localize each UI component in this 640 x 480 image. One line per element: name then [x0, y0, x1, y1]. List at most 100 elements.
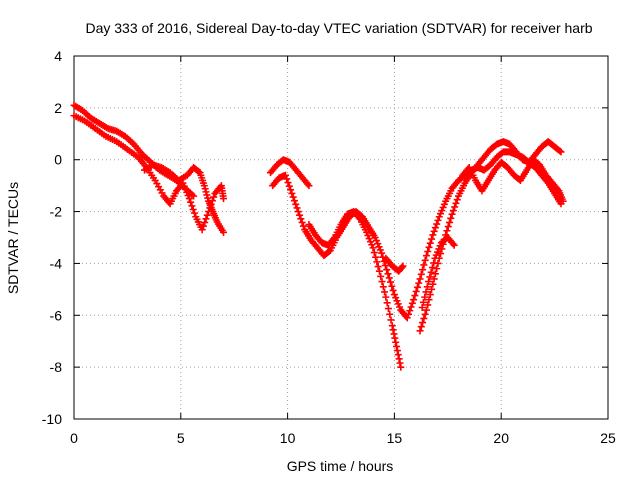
data-point — [294, 208, 302, 216]
data-point — [403, 314, 411, 322]
y-tick-label: 4 — [54, 48, 62, 64]
x-tick-label: 10 — [280, 430, 296, 446]
data-point — [451, 203, 459, 211]
data-point — [375, 267, 383, 275]
data-point — [188, 202, 196, 210]
data-point — [370, 249, 378, 257]
data-point — [420, 314, 428, 322]
data-point — [407, 303, 415, 311]
data-point — [422, 306, 430, 314]
data-point — [448, 210, 456, 218]
data-point — [388, 322, 396, 330]
y-tick-label: -8 — [50, 359, 63, 375]
data-point — [202, 215, 210, 223]
data-point — [296, 211, 304, 219]
data-point — [430, 227, 438, 235]
plot-frame — [73, 55, 609, 420]
data-point — [383, 299, 391, 307]
data-point — [384, 305, 392, 313]
x-tick-label: 20 — [493, 430, 509, 446]
data-point — [393, 342, 401, 350]
x-axis-title: GPS time / hours — [287, 458, 394, 474]
data-point — [189, 205, 197, 213]
x-tick-label: 15 — [387, 430, 403, 446]
data-point — [190, 209, 198, 217]
data-point — [449, 207, 457, 215]
data-point — [424, 248, 432, 256]
data-point — [426, 291, 434, 299]
data-point — [288, 189, 296, 197]
data-point — [450, 241, 458, 249]
data-point — [416, 275, 424, 283]
data-point — [446, 218, 454, 226]
y-tick-label: -2 — [50, 204, 63, 220]
data-point — [417, 323, 425, 331]
y-axis-title: SDTVAR / TECUs — [5, 182, 21, 294]
y-tick-label: -6 — [50, 307, 63, 323]
data-point — [290, 197, 298, 205]
data-point — [411, 292, 419, 300]
data-point — [419, 266, 427, 274]
data-point — [195, 168, 203, 176]
data-point — [418, 304, 426, 312]
data-point — [430, 275, 438, 283]
data-point — [428, 235, 436, 243]
y-tick-label: 2 — [54, 100, 62, 116]
data-point — [378, 249, 386, 257]
y-tick-label: -10 — [42, 411, 62, 427]
data-point — [383, 266, 391, 274]
data-point — [408, 299, 416, 307]
data-point — [377, 272, 385, 280]
data-point — [390, 330, 398, 338]
data-point — [443, 227, 451, 235]
data-point — [378, 278, 386, 286]
data-point — [395, 355, 403, 363]
data-point — [388, 282, 396, 290]
data-point — [281, 171, 289, 179]
data-point — [404, 310, 412, 318]
y-tick-label: -4 — [50, 255, 63, 271]
data-point — [412, 287, 420, 295]
data-point — [198, 226, 206, 234]
data-point — [422, 252, 430, 260]
data-point — [430, 259, 438, 267]
data-point — [433, 265, 441, 273]
data-point — [429, 231, 437, 239]
data-point — [201, 218, 209, 226]
data-point — [185, 195, 193, 203]
data-point — [434, 216, 442, 224]
data-point — [557, 148, 565, 156]
data-point — [386, 310, 394, 318]
data-point — [425, 243, 433, 251]
data-point — [429, 280, 437, 288]
chart-title: Day 333 of 2016, Sidereal Day-to-day VTE… — [85, 20, 592, 36]
data-point — [287, 186, 295, 194]
data-point — [422, 288, 430, 296]
data-point — [415, 279, 423, 287]
data-point — [373, 258, 381, 266]
data-point — [399, 262, 407, 270]
data-point — [210, 193, 218, 201]
data-point — [391, 334, 399, 342]
data-point — [220, 195, 228, 203]
data-point — [398, 263, 406, 271]
data-point — [447, 214, 455, 222]
data-point — [384, 270, 392, 278]
data-point — [387, 316, 395, 324]
data-point — [426, 239, 434, 247]
data-point — [203, 211, 211, 219]
data-point — [421, 310, 429, 318]
data-point — [556, 147, 564, 155]
data-point — [374, 263, 382, 271]
data-point — [397, 363, 405, 371]
data-point — [325, 248, 333, 256]
data-point — [419, 298, 427, 306]
data-point — [393, 347, 401, 355]
data-point — [389, 286, 397, 294]
data-point — [372, 253, 380, 261]
data-point — [421, 256, 429, 264]
y-tick-label: 0 — [54, 152, 62, 168]
data-point — [292, 200, 300, 208]
data-point — [293, 204, 301, 212]
